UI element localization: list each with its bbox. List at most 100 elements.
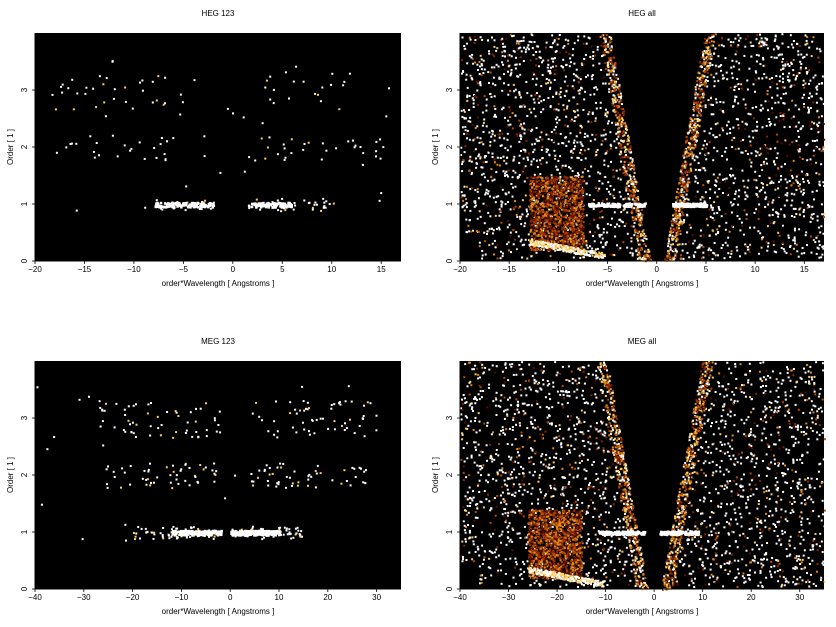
data-point — [519, 217, 522, 220]
data-point — [755, 154, 758, 157]
data-point — [538, 211, 541, 214]
data-point — [606, 111, 609, 114]
data-point — [529, 246, 532, 249]
data-point — [580, 193, 583, 196]
data-point — [613, 105, 616, 108]
data-point — [476, 230, 478, 233]
data-point — [470, 56, 473, 59]
data-point — [523, 167, 525, 170]
data-point — [702, 99, 705, 102]
data-point — [680, 254, 682, 257]
data-point — [468, 170, 471, 173]
data-point — [612, 100, 615, 103]
data-point — [616, 123, 619, 126]
data-point — [698, 65, 701, 68]
data-point — [598, 180, 601, 182]
data-point — [709, 197, 711, 200]
data-point — [775, 56, 778, 59]
data-point — [570, 226, 573, 229]
data-point — [479, 81, 482, 84]
data-point — [554, 222, 557, 225]
data-point — [565, 248, 568, 251]
data-point — [526, 210, 528, 213]
data-point — [573, 183, 576, 186]
data-point — [632, 175, 635, 178]
data-point — [553, 229, 556, 232]
data-point — [264, 86, 267, 89]
data-point — [726, 78, 729, 81]
data-point — [795, 77, 798, 80]
data-point — [631, 209, 634, 212]
data-point — [354, 144, 357, 147]
data-point — [516, 135, 519, 138]
data-point — [758, 203, 761, 206]
data-point — [582, 251, 585, 254]
data-point — [570, 184, 573, 187]
data-point — [793, 237, 796, 240]
data-point — [535, 64, 538, 67]
data-point — [782, 248, 785, 251]
data-point — [620, 160, 623, 163]
data-point — [575, 227, 578, 230]
data-point — [680, 223, 683, 226]
data-point — [511, 195, 514, 198]
data-point — [699, 76, 702, 79]
data-point — [566, 105, 569, 108]
data-point — [806, 159, 809, 162]
data-point — [766, 135, 768, 138]
data-point — [533, 142, 536, 145]
data-point — [571, 222, 574, 225]
data-point — [592, 64, 595, 67]
data-point — [631, 254, 634, 257]
data-point — [573, 79, 576, 82]
data-point — [689, 151, 692, 154]
data-point — [587, 170, 590, 173]
data-point — [793, 84, 796, 86]
data-point — [547, 220, 550, 223]
data-point — [589, 245, 591, 248]
data-point — [464, 47, 467, 50]
data-point — [124, 100, 127, 103]
data-point — [496, 156, 499, 159]
data-point — [574, 241, 577, 244]
data-point — [716, 195, 719, 198]
data-point — [565, 176, 568, 179]
data-point — [561, 228, 564, 231]
x-tick-label: 10 — [327, 265, 336, 274]
data-point — [570, 240, 573, 243]
data-point — [544, 176, 547, 179]
data-point — [818, 256, 821, 259]
data-point — [726, 158, 728, 161]
data-point — [615, 80, 618, 83]
data-point — [790, 117, 793, 120]
data-point — [614, 97, 617, 100]
data-point — [514, 185, 517, 188]
data-point — [531, 219, 534, 222]
data-point — [720, 44, 723, 47]
data-point — [624, 145, 627, 148]
data-point — [573, 230, 576, 233]
data-point — [791, 199, 794, 202]
data-point — [621, 123, 624, 126]
data-point — [533, 181, 536, 184]
data-point — [607, 57, 610, 59]
data-point — [483, 156, 486, 159]
data-point — [540, 213, 543, 216]
data-point — [559, 212, 561, 215]
data-point — [793, 216, 796, 218]
data-point — [562, 248, 565, 251]
data-point — [695, 101, 698, 104]
data-point — [535, 234, 538, 237]
data-point — [587, 36, 590, 39]
data-point — [472, 62, 475, 65]
data-point — [691, 146, 694, 149]
data-point — [482, 143, 485, 146]
data-point — [501, 51, 504, 54]
data-point — [579, 250, 582, 253]
data-point — [572, 96, 575, 99]
data-point — [478, 241, 481, 244]
data-point — [620, 125, 623, 128]
data-point — [515, 42, 518, 45]
data-point — [545, 133, 548, 136]
data-point — [551, 247, 554, 249]
